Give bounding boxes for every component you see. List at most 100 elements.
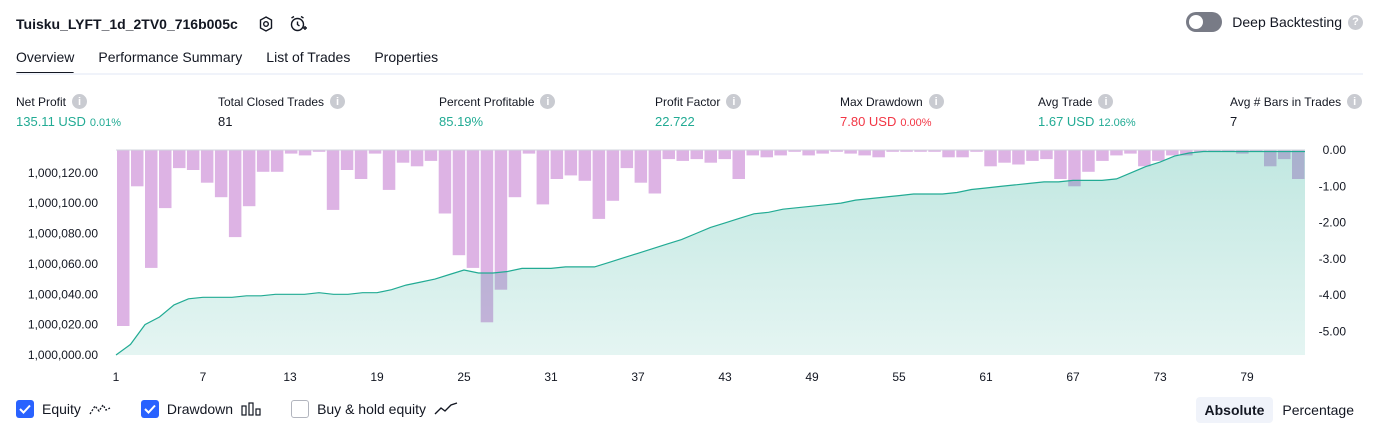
x-tick: 55	[892, 370, 906, 384]
legend-buy-hold[interactable]: Buy & hold equity	[291, 400, 458, 418]
drawdown-bar	[802, 150, 815, 156]
drawdown-bar	[298, 150, 312, 156]
legend-drawdown-label: Drawdown	[166, 401, 234, 417]
metric-value: 7.80 USD	[840, 114, 897, 129]
info-icon[interactable]: i	[726, 94, 742, 109]
info-icon[interactable]: i	[1098, 94, 1114, 109]
drawdown-bar	[1152, 150, 1165, 161]
absolute-button[interactable]: Absolute	[1195, 397, 1274, 423]
strategy-title: Tuisku_LYFT_1d_2TV0_716b005c	[16, 16, 238, 32]
x-tick: 1	[113, 370, 120, 384]
drawdown-bar	[284, 150, 298, 154]
scale-mode-switch: Absolute Percentage	[1195, 397, 1364, 423]
gear-icon[interactable]	[256, 14, 276, 34]
drawdown-bar	[648, 150, 662, 194]
y-right-tick: -1.00	[1319, 179, 1347, 193]
metric-value: 85.19%	[439, 114, 484, 129]
deep-backtesting: Deep Backtesting ?	[1186, 12, 1363, 32]
drawdown-bar	[900, 150, 913, 152]
info-icon[interactable]: i	[1347, 94, 1363, 109]
y-left-tick: 1,000,100.00	[28, 196, 98, 210]
x-tick: 67	[1066, 370, 1080, 384]
drawdown-bar	[718, 150, 731, 160]
x-tick: 61	[979, 370, 993, 384]
drawdown-bar	[1012, 150, 1025, 165]
legend-buy-hold-label: Buy & hold equity	[317, 401, 427, 417]
deep-backtesting-toggle[interactable]	[1186, 12, 1223, 32]
drawdown-bar	[466, 150, 480, 268]
info-icon[interactable]: i	[72, 94, 88, 109]
x-tick: 37	[631, 370, 645, 384]
metric-percent: 12.06%	[1098, 117, 1136, 129]
y-left-tick: 1,000,020.00	[28, 318, 98, 332]
drawdown-bar	[145, 150, 158, 268]
drawdown-bar	[1124, 150, 1137, 154]
drawdown-bar	[228, 150, 242, 238]
drawdown-bar	[340, 150, 354, 170]
x-tick: 19	[370, 370, 384, 384]
info-icon[interactable]: i	[330, 94, 346, 109]
x-tick: 79	[1240, 370, 1254, 384]
x-tick: 73	[1153, 370, 1167, 384]
metric-percent: 0.00%	[900, 117, 932, 129]
drawdown-bar	[956, 150, 969, 158]
y-right-tick: -2.00	[1319, 216, 1347, 230]
drawdown-bar	[970, 150, 983, 152]
x-tick: 31	[544, 370, 558, 384]
chart-legend: Equity Drawdown Buy & hold equity	[16, 400, 488, 418]
report-header: Tuisku_LYFT_1d_2TV0_716b005c	[16, 10, 320, 38]
drawdown-bar	[508, 150, 522, 198]
drawdown-bar	[410, 150, 424, 167]
help-icon[interactable]: ?	[1348, 14, 1363, 30]
checkbox-equity[interactable]	[16, 400, 34, 418]
y-right-tick: 0.00	[1323, 143, 1347, 157]
drawdown-bar	[131, 150, 144, 187]
checkbox-drawdown[interactable]	[140, 400, 159, 418]
tabs-divider	[16, 73, 1363, 75]
drawdown-bar	[117, 150, 130, 326]
x-tick: 49	[805, 370, 819, 384]
y-left-tick: 1,000,040.00	[28, 287, 98, 301]
drawdown-bar	[200, 150, 214, 183]
drawdown-bar	[690, 150, 703, 160]
report-tabs: Overview Performance Summary List of Tra…	[16, 44, 462, 75]
metric-label: Max Drawdown	[840, 94, 923, 109]
drawdown-bar	[326, 150, 340, 210]
drawdown-bar	[858, 150, 871, 156]
legend-equity[interactable]: Equity	[16, 400, 111, 418]
drawdown-bar	[242, 150, 256, 207]
x-tick: 43	[718, 370, 732, 384]
drawdown-bar	[844, 150, 857, 154]
line-chart-icon	[434, 402, 458, 416]
alarm-plus-icon[interactable]	[288, 14, 308, 34]
tab-list-of-trades[interactable]: List of Trades	[266, 49, 351, 65]
drawdown-bar	[1208, 150, 1221, 152]
legend-drawdown[interactable]: Drawdown	[140, 400, 261, 418]
metric-label: Avg # Bars in Trades	[1230, 94, 1342, 109]
drawdown-bar	[1222, 150, 1235, 152]
drawdown-bar	[452, 150, 466, 256]
tab-properties[interactable]: Properties	[374, 49, 439, 65]
equity-drawdown-chart[interactable]: 1,000,000.00 1,000,020.00 1,000,040.00 1,00…	[0, 140, 1379, 390]
drawdown-bar	[1096, 150, 1109, 161]
drawdown-bar	[1166, 150, 1179, 156]
metric-label: Net Profit	[16, 94, 67, 109]
percentage-button[interactable]: Percentage	[1282, 402, 1354, 418]
info-icon[interactable]: i	[540, 94, 556, 109]
drawdown-bar	[494, 150, 508, 290]
drawdown-bar	[1068, 150, 1081, 187]
legend-equity-label: Equity	[42, 401, 81, 417]
checkbox-buy-hold[interactable]	[291, 400, 310, 418]
drawdown-bar	[173, 150, 186, 169]
tab-overview[interactable]: Overview	[16, 44, 75, 75]
equity-line	[115, 150, 1305, 356]
equity-area	[116, 151, 1305, 355]
x-tick: 25	[457, 370, 471, 384]
info-icon[interactable]: i	[928, 94, 944, 109]
metric-percent-profitable: Percent Profitable i 85.19%	[439, 94, 556, 129]
drawdown-bar	[984, 150, 997, 167]
drawdown-bar	[606, 150, 620, 201]
tab-performance-summary[interactable]: Performance Summary	[98, 49, 243, 65]
metric-avg-trade: Avg Trade i 1.67 USD 12.06%	[1038, 94, 1136, 129]
metric-avg-bars-in-trades: Avg # Bars in Trades i 7	[1230, 94, 1363, 129]
